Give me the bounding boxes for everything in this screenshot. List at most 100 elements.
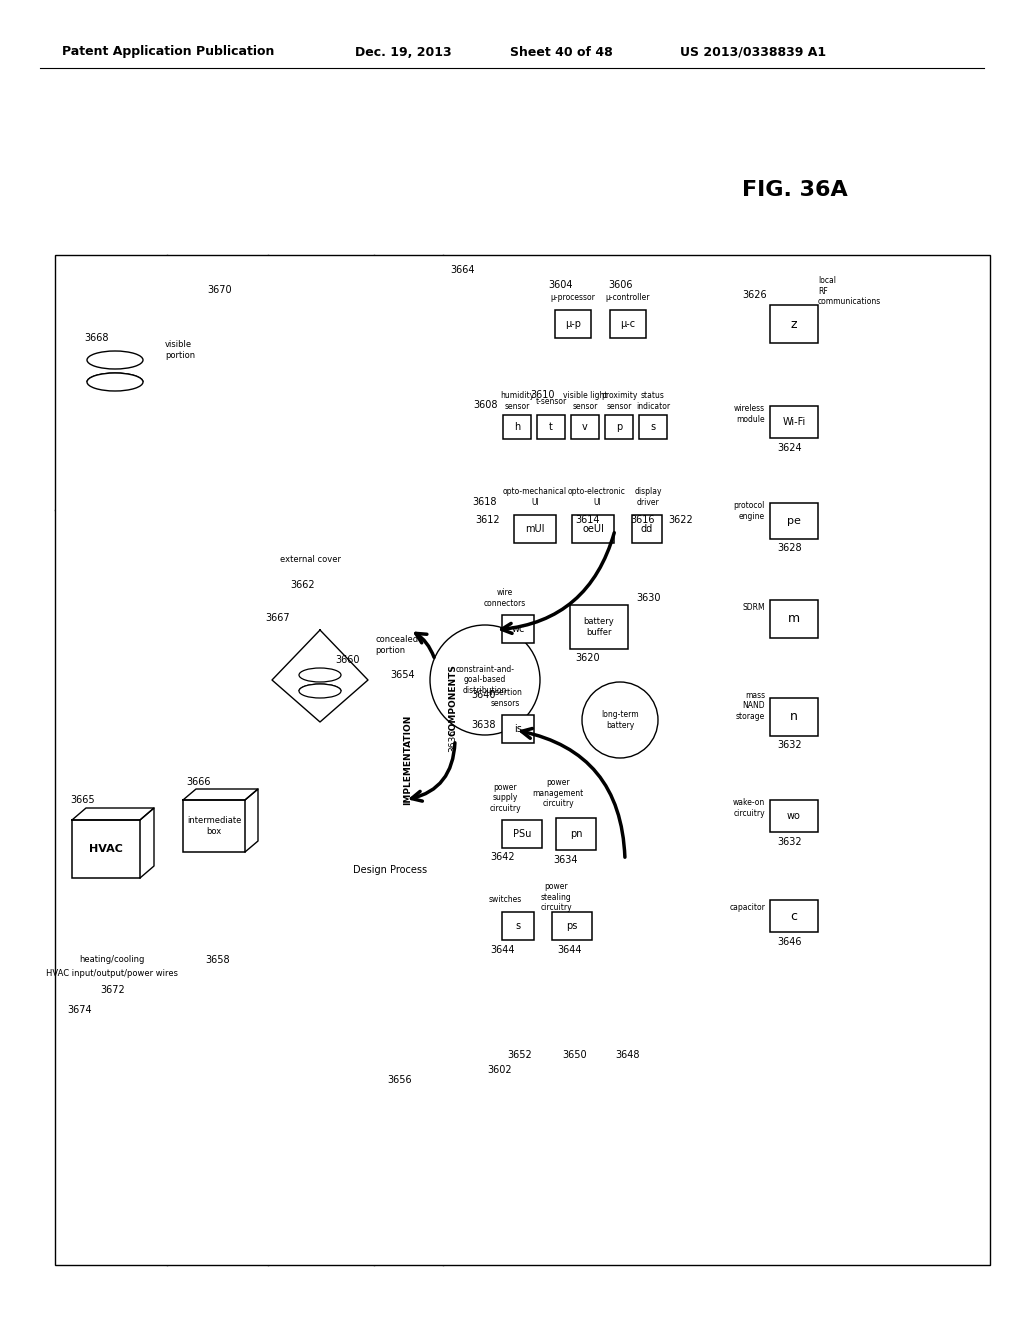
- Text: wc: wc: [511, 624, 524, 634]
- Text: 3608: 3608: [473, 400, 498, 411]
- Text: 3644: 3644: [557, 945, 582, 954]
- Text: 3642: 3642: [490, 851, 515, 862]
- Text: HVAC input/output/power wires: HVAC input/output/power wires: [46, 969, 178, 978]
- Text: insertion
sensors: insertion sensors: [488, 688, 522, 708]
- Text: 3606: 3606: [608, 280, 633, 290]
- Bar: [552, 912, 592, 940]
- Bar: [770, 407, 818, 438]
- Text: opto-electronic
UI: opto-electronic UI: [568, 487, 626, 507]
- Bar: [55, 255, 990, 1265]
- Text: pn: pn: [569, 829, 583, 840]
- Text: 3616: 3616: [630, 515, 654, 525]
- Text: h: h: [514, 422, 520, 432]
- Text: mass
NAND
storage: mass NAND storage: [736, 692, 765, 721]
- Text: 3634: 3634: [553, 855, 578, 865]
- Text: 3670: 3670: [208, 285, 232, 294]
- Text: 3602: 3602: [487, 1065, 512, 1074]
- Text: ps: ps: [566, 921, 578, 931]
- Text: μ-processor: μ-processor: [551, 293, 595, 302]
- Text: wire
connectors: wire connectors: [484, 589, 526, 607]
- Text: 3654: 3654: [390, 671, 415, 680]
- Bar: [770, 800, 818, 832]
- Ellipse shape: [87, 374, 143, 391]
- Bar: [72, 820, 140, 878]
- Text: wo: wo: [787, 810, 801, 821]
- Text: power
supply
circuitry: power supply circuitry: [489, 783, 521, 813]
- Text: 3667: 3667: [265, 612, 291, 623]
- Bar: [770, 601, 818, 638]
- Text: external cover: external cover: [280, 556, 341, 565]
- Text: 3672: 3672: [100, 985, 125, 995]
- Text: 3652: 3652: [508, 1049, 532, 1060]
- Text: power
stealing
circuitry: power stealing circuitry: [541, 882, 571, 912]
- Text: 3650: 3650: [562, 1049, 588, 1060]
- Text: COMPONENTS: COMPONENTS: [449, 664, 458, 737]
- Circle shape: [430, 624, 540, 735]
- Text: v: v: [582, 422, 588, 432]
- Text: mUI: mUI: [525, 524, 545, 535]
- Text: wake-on
circuitry: wake-on circuitry: [733, 799, 765, 817]
- Bar: [537, 414, 565, 440]
- Text: battery
buffer: battery buffer: [584, 618, 614, 636]
- Text: 3666: 3666: [186, 777, 211, 787]
- Text: concealed
portion: concealed portion: [375, 635, 418, 655]
- Text: 3665: 3665: [70, 795, 94, 805]
- Text: 3632: 3632: [777, 837, 803, 847]
- Text: 3646: 3646: [778, 937, 802, 946]
- Text: switches: switches: [488, 895, 521, 904]
- Text: 3648: 3648: [615, 1049, 640, 1060]
- Text: protocol
engine: protocol engine: [733, 502, 765, 520]
- Text: p: p: [615, 422, 623, 432]
- Text: μ-controller: μ-controller: [606, 293, 650, 302]
- Text: μ-p: μ-p: [565, 319, 581, 329]
- Text: 3656: 3656: [388, 1074, 413, 1085]
- Ellipse shape: [299, 668, 341, 682]
- Text: Design Process: Design Process: [353, 865, 427, 875]
- Text: is: is: [514, 723, 522, 734]
- Text: t: t: [549, 422, 553, 432]
- Bar: [502, 912, 534, 940]
- Text: 3622: 3622: [668, 515, 693, 525]
- Text: s: s: [650, 422, 655, 432]
- Text: 3638: 3638: [471, 719, 496, 730]
- Text: PSu: PSu: [513, 829, 531, 840]
- Text: 3610: 3610: [530, 389, 555, 400]
- Bar: [610, 310, 646, 338]
- Text: 3626: 3626: [742, 290, 767, 300]
- Text: power
management
circuitry: power management circuitry: [532, 777, 584, 808]
- Text: visible
portion: visible portion: [165, 341, 196, 360]
- Text: IMPLEMENTATION: IMPLEMENTATION: [403, 715, 413, 805]
- Text: 3640: 3640: [471, 690, 496, 700]
- Text: display
driver: display driver: [634, 487, 662, 507]
- Text: FIG. 36A: FIG. 36A: [742, 180, 848, 201]
- Text: 3636: 3636: [449, 729, 458, 751]
- Text: SDRM: SDRM: [742, 603, 765, 612]
- Text: heating/cooling: heating/cooling: [79, 956, 144, 965]
- Text: t-sensor: t-sensor: [536, 396, 566, 405]
- Text: Dec. 19, 2013: Dec. 19, 2013: [355, 45, 452, 58]
- Text: pe: pe: [787, 516, 801, 525]
- Text: US 2013/0338839 A1: US 2013/0338839 A1: [680, 45, 826, 58]
- Bar: [571, 414, 599, 440]
- Text: n: n: [791, 710, 798, 723]
- Text: 3618: 3618: [472, 498, 497, 507]
- Bar: [570, 605, 628, 649]
- Bar: [514, 515, 556, 543]
- Ellipse shape: [87, 351, 143, 370]
- Text: humidity
sensor: humidity sensor: [500, 391, 535, 411]
- Text: 3620: 3620: [575, 653, 600, 663]
- Text: oeUI: oeUI: [582, 524, 604, 535]
- Text: 3630: 3630: [636, 593, 660, 603]
- Text: 3662: 3662: [291, 579, 315, 590]
- Text: c: c: [791, 909, 798, 923]
- Text: 3668: 3668: [85, 333, 110, 343]
- Bar: [555, 310, 591, 338]
- Bar: [183, 800, 245, 851]
- Text: 3612: 3612: [475, 515, 500, 525]
- Bar: [502, 820, 542, 847]
- Text: visible light
sensor: visible light sensor: [563, 391, 607, 411]
- Bar: [632, 515, 662, 543]
- Text: 3644: 3644: [490, 945, 514, 954]
- Text: 3604: 3604: [548, 280, 572, 290]
- Text: 3658: 3658: [206, 954, 230, 965]
